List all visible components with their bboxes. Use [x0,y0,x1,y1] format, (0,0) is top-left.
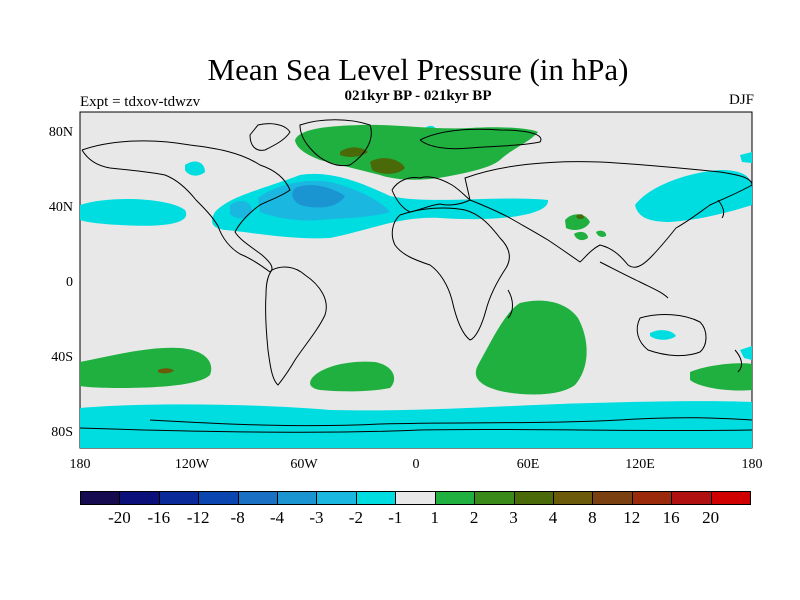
latitude-label: 40N [49,200,73,215]
latitude-label: 80S [51,425,73,440]
colorbar-tick-label: 1 [430,508,439,527]
colorbar-tick-label: 12 [623,508,641,527]
colorbar-box [631,491,673,505]
colorbar-box [592,491,633,505]
colorbar-box [237,491,279,505]
colorbar-tick-label: 2 [469,508,479,527]
colorbar-box [158,491,200,505]
negative-anomaly-fields [80,125,752,448]
longitude-label: 180 [742,457,763,472]
experiment-label: Expt = tdxov-tdwzv [80,94,201,110]
map-figure: 80N 40N 0 40S 80S 180 120W 60W 0 60E 120E 180 [49,111,763,472]
colorbar-tick-label: 8 [588,508,597,527]
chart-title: Mean Sea Level Pressure (in hPa) [207,52,629,87]
colorbar-tick-label: -16 [147,508,171,527]
colorbar-box [434,491,476,505]
colorbar-tick-label: -4 [269,508,285,527]
positive-anomaly-fields [80,124,752,395]
longitude-label: 120E [625,457,655,472]
colorbar [80,491,751,507]
colorbar-box [277,491,318,505]
colorbar-tick-label: -3 [309,508,324,527]
colorbar-box [316,491,357,505]
longitude-label: 120W [175,457,210,472]
colorbar-tick-label: -1 [388,508,403,527]
colorbar-tick-label: -12 [186,508,210,527]
colorbar-box [513,491,554,505]
colorbar-tick-label: 4 [548,508,558,527]
latitude-labels: 80N 40N 0 40S 80S [49,125,73,440]
longitude-label: 60W [290,457,318,472]
colorbar-box [355,491,397,505]
coastlines [79,119,753,433]
latitude-label: 40S [51,350,73,365]
colorbar-box [552,491,594,505]
colorbar-box [395,491,436,505]
longitude-label: 60E [517,457,540,472]
longitude-labels: 180 120W 60W 0 60E 120E 180 [70,457,763,472]
colorbar-tick-label: 16 [662,508,680,527]
colorbar-tick-label: -2 [348,508,363,527]
colorbar-box [119,491,160,505]
colorbar-tick-label: 20 [702,508,720,527]
colorbar-box [198,491,239,505]
latitude-label: 80N [49,125,73,140]
longitude-label: 180 [70,457,91,472]
colorbar-tick-label: -20 [108,508,131,527]
colorbar-box [80,491,121,505]
colorbar-tick-label: -8 [230,508,245,527]
colorbar-box [710,491,751,505]
colorbar-tick-label: 3 [509,508,518,527]
colorbar-box [474,491,515,505]
longitude-label: 0 [413,457,420,472]
season-label: DJF [728,92,754,108]
latitude-label: 0 [66,275,73,290]
chart-subtitle: 021kyr BP - 021kyr BP [344,88,492,104]
colorbar-box [671,491,712,505]
